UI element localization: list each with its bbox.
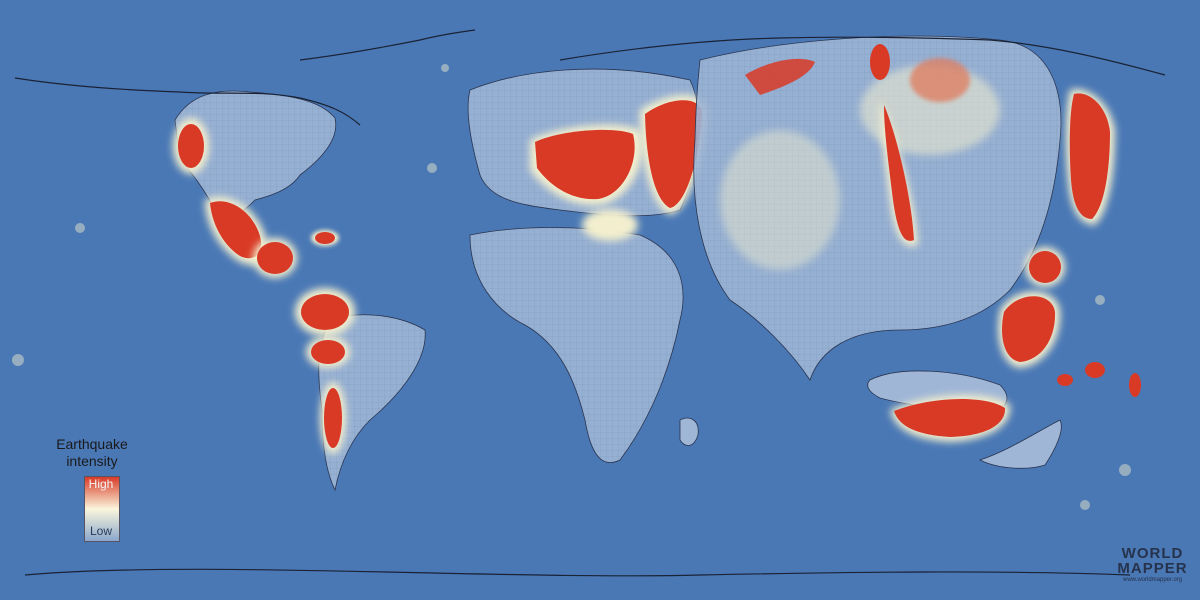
asia-landmass bbox=[693, 35, 1062, 381]
new-zealand-landmass bbox=[978, 419, 1062, 469]
worldmapper-logo: WORLD MAPPER www.worldmapper.org bbox=[1110, 546, 1195, 585]
ocean-hotspots bbox=[12, 64, 1131, 510]
legend-low-label: Low bbox=[89, 524, 112, 538]
logo-url: www.worldmapper.org bbox=[1122, 577, 1183, 583]
logo-line1: WORLD bbox=[1121, 545, 1184, 562]
japan-landmass bbox=[1065, 89, 1115, 226]
europe-landmass bbox=[467, 68, 708, 217]
legend-title: Earthquake intensity bbox=[52, 436, 132, 470]
arctic-coastlines bbox=[14, 29, 1166, 577]
legend-title-line1: Earthquake bbox=[56, 436, 128, 452]
logo-line2: MAPPER bbox=[1117, 560, 1188, 577]
southeast-asia-islands bbox=[867, 247, 1141, 442]
legend-high-label: High bbox=[88, 477, 114, 491]
legend-title-line2: intensity bbox=[66, 453, 118, 469]
north-america-landmass bbox=[173, 90, 339, 278]
legend-color-bar bbox=[84, 476, 120, 542]
africa-landmass bbox=[469, 209, 699, 463]
south-america-landmass bbox=[295, 288, 426, 492]
intensity-legend: Earthquake intensity High Low bbox=[52, 436, 152, 556]
